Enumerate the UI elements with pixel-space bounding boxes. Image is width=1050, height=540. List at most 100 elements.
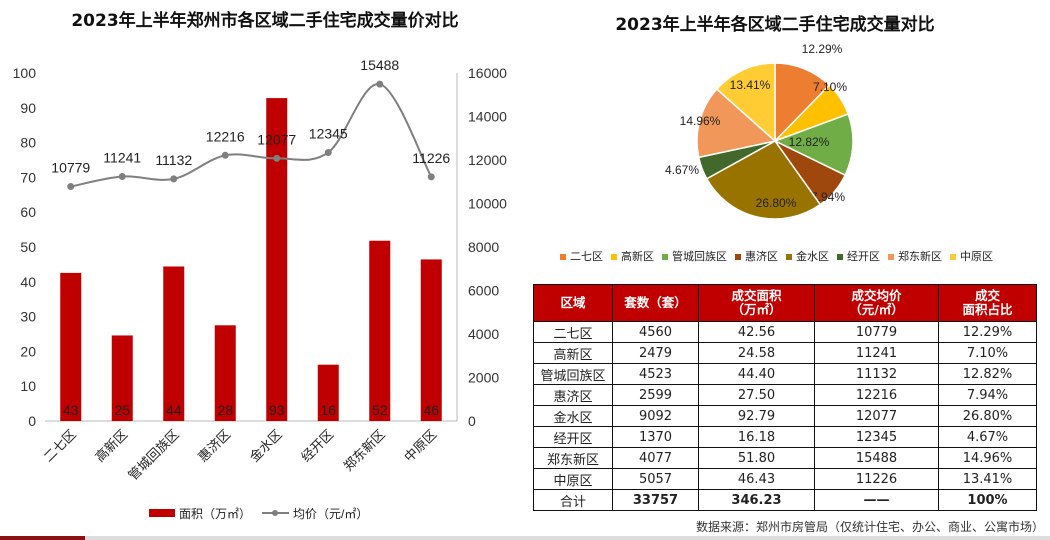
legend-item: 二七区: [560, 248, 603, 264]
table-row: 惠济区 2599 27.50 12216 7.94%: [533, 384, 1037, 406]
left-chart-title: 2023年上半年郑州市各区域二手住宅成交量价对比: [71, 11, 459, 31]
pie-chart: 12.29% 7.10% 12.82% 7.94% 26.80% 4.67% 14.96% 1…: [665, 42, 854, 220]
table-cell: 郑东新区: [533, 447, 613, 469]
y-tick-label: 10: [20, 378, 36, 394]
legend-swatch: [662, 254, 668, 260]
table-cell: 合计: [533, 489, 613, 511]
bar-label: 25: [114, 402, 130, 418]
legend-swatch: [611, 254, 617, 260]
bar-label: 43: [63, 402, 79, 418]
legend-bar-swatch: [149, 509, 175, 517]
table-cell: 46.43: [698, 468, 815, 490]
legend-swatch: [950, 254, 956, 260]
y-tick-label: 90: [20, 100, 36, 116]
y2-tick-label: 10000: [468, 196, 507, 212]
table-cell: 管城回族区: [533, 363, 613, 385]
table-cell: 10779: [814, 321, 939, 343]
x-tick-label: 管城回族区: [125, 427, 182, 484]
bar: [60, 272, 82, 421]
table-cell: 11132: [814, 363, 939, 385]
table-cell: 12216: [814, 384, 939, 406]
y-tick-label: 100: [13, 65, 37, 81]
y-tick-label: 20: [20, 343, 36, 359]
table-header: 区域: [533, 284, 613, 322]
line-label: 10779: [51, 160, 90, 176]
line-label: 15488: [360, 57, 399, 73]
legend-swatch: [786, 254, 792, 260]
legend-label: 高新区: [621, 250, 654, 263]
y2-tick-label: 0: [468, 413, 476, 429]
pie-slice: [696, 88, 777, 159]
table-cell: 二七区: [533, 321, 613, 343]
table-cell: 惠济区: [533, 384, 613, 406]
legend-item: 金水区: [786, 248, 829, 264]
legend-label: 二七区: [570, 250, 603, 263]
table-row: 中原区 5057 46.43 11226 13.41%: [533, 468, 1037, 490]
table-cell: 7.10%: [938, 342, 1037, 364]
bar: [111, 335, 133, 421]
y-tick-label: 80: [20, 135, 36, 151]
table-cell: 15488: [814, 447, 939, 469]
table-cell: 5057: [612, 468, 699, 490]
pie-label: 26.80%: [756, 196, 797, 210]
x-tick-label: 经开区: [298, 427, 336, 465]
data-source: 数据来源：郑州市房管局（仅统计住宅、办公、商业、公寓市场）: [695, 520, 1044, 534]
pie-label: 12.82%: [789, 135, 830, 149]
bottom-bar: [0, 536, 1050, 540]
legend-label: 中原区: [960, 250, 993, 263]
legend-item: 惠济区: [735, 248, 778, 264]
bar: [317, 364, 339, 421]
table-row: 金水区 9092 92.79 12077 26.80%: [533, 405, 1037, 427]
table-cell: 26.80%: [938, 405, 1037, 427]
line-label: 12077: [257, 131, 296, 147]
table-cell: 92.79: [698, 405, 815, 427]
table-cell: 14.96%: [938, 447, 1037, 469]
bar-label: 28: [217, 402, 233, 418]
y2-tick-label: 14000: [468, 109, 507, 125]
bar-label: 93: [269, 402, 285, 418]
y2-tick-label: 16000: [468, 65, 507, 81]
line-label: 11132: [155, 152, 192, 168]
table-cell: 金水区: [533, 405, 613, 427]
table-cell: 9092: [612, 405, 699, 427]
table-row: 二七区 4560 42.56 10779 12.29%: [533, 321, 1037, 343]
pie-label: 12.29%: [802, 42, 843, 56]
y-tick-label: 0: [28, 413, 36, 429]
price-line: [70, 83, 433, 188]
table-total-row: 合计 33757 346.23 —— 100%: [533, 489, 1037, 511]
bar: [214, 325, 236, 421]
table-header: 成交 面积占比: [938, 284, 1037, 322]
y2-tick-label: 6000: [468, 283, 499, 299]
table-header: 成交面积 （万㎡）: [698, 284, 815, 322]
line-point: [427, 173, 435, 181]
table-cell: 1370: [612, 426, 699, 448]
line-point: [221, 151, 229, 159]
table-cell: 2599: [612, 384, 699, 406]
table-cell: 12.82%: [938, 363, 1037, 385]
bar: [266, 98, 288, 422]
legend-label: 经开区: [847, 250, 880, 263]
x-tick-label: 中原区: [401, 427, 439, 465]
table-cell: 13.41%: [938, 468, 1037, 490]
legend-label: 金水区: [796, 250, 829, 263]
pie-legend: 二七区 高新区 管城回族区 惠济区 金水区 经开区 郑东新区 中原区: [560, 248, 993, 264]
table-header: 成交均价 （元/㎡）: [814, 284, 939, 322]
line-point: [67, 183, 75, 191]
table-cell: 高新区: [533, 342, 613, 364]
table-cell: 44.40: [698, 363, 815, 385]
y-tick-label: 30: [20, 309, 36, 325]
line-point: [273, 154, 281, 162]
table-header: 套数（套）: [612, 284, 699, 322]
x-tick-label: 二七区: [41, 427, 79, 465]
pie-slice: [773, 113, 854, 177]
table-cell: 100%: [938, 489, 1037, 511]
table-cell: 4560: [612, 321, 699, 343]
table-cell: 2479: [612, 342, 699, 364]
bar-label: 46: [423, 402, 439, 418]
table-cell: 51.80: [698, 447, 815, 469]
table-cell: 12345: [814, 426, 939, 448]
legend-label: 管城回族区: [672, 250, 727, 263]
table-cell: 42.56: [698, 321, 815, 343]
y-tick-label: 40: [20, 274, 36, 290]
line-point: [118, 173, 126, 181]
